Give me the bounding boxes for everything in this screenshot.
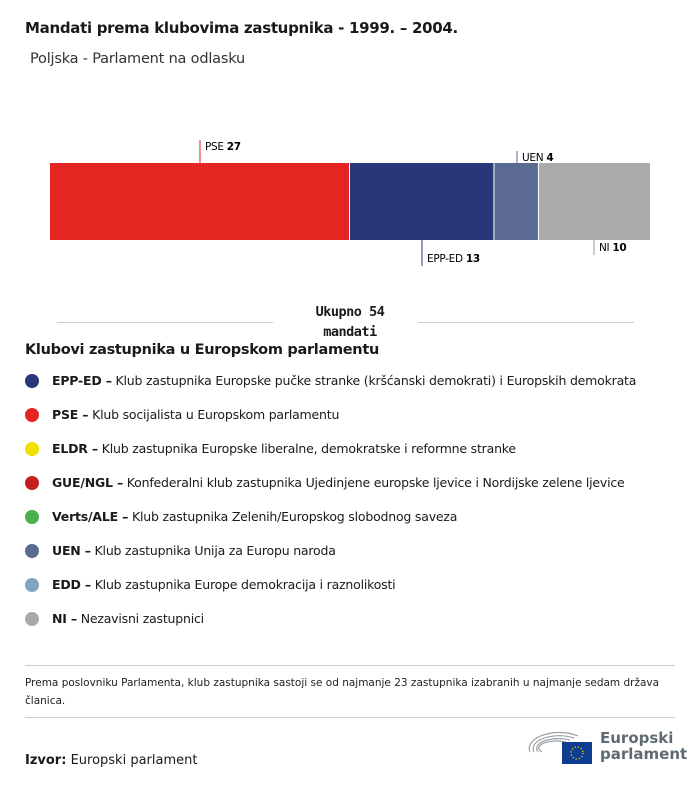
legend-abbr: EDD – — [52, 577, 91, 592]
logo-text-line1: Europski — [600, 729, 674, 747]
legend-item: Verts/ALE – Klub zastupnika Zelenih/Euro… — [25, 509, 457, 524]
legend-text: Klub zastupnika Unija za Europu naroda — [94, 543, 336, 558]
stacked-bar-chart: PSE 27 EPP-ED 13 UEN 4 NI 10 — [50, 140, 650, 266]
legend-text: Klub zastupnika Europske pučke stranke (… — [115, 373, 637, 388]
divider-left — [57, 322, 273, 323]
data-label-pse: PSE 27 — [205, 141, 241, 153]
divider-right — [418, 322, 634, 323]
legend-dot — [25, 475, 39, 490]
legend-abbr: GUE/NGL – — [52, 475, 124, 490]
source-label: Izvor: — [25, 753, 67, 768]
footnote: Prema poslovniku Parlamenta, klub zastup… — [25, 677, 660, 707]
legend-abbr: NI – — [52, 611, 77, 626]
bar-segment-ni — [538, 163, 650, 240]
data-label-uen: UEN 4 — [522, 152, 553, 164]
legend-abbr: UEN – — [52, 543, 91, 558]
legend-text: Klub zastupnika Europske liberalne, demo… — [101, 441, 516, 456]
legend-item: UEN – Klub zastupnika Unija za Europu na… — [25, 543, 336, 558]
divider — [25, 717, 675, 718]
total-seats-label: Ukupno 54 mandati — [315, 304, 385, 340]
legend-title: Klubovi zastupnika u Europskom parlament… — [25, 342, 379, 358]
chart-title: Mandati prema klubovima zastupnika - 199… — [25, 19, 458, 37]
legend-text: Nezavisni zastupnici — [80, 611, 204, 626]
legend-text: Klub zastupnika Europe demokracija i raz… — [94, 577, 396, 592]
legend-dot — [25, 543, 39, 558]
legend-text: Klub zastupnika Zelenih/Europskog slobod… — [131, 509, 458, 524]
legend-dot — [25, 407, 39, 422]
legend-dot — [25, 577, 39, 592]
bar-segment-epp-ed — [350, 163, 494, 240]
legend-item: NI – Nezavisni zastupnici — [25, 611, 204, 626]
legend-dot — [25, 441, 39, 456]
ep-logo: Europski parlament — [528, 728, 687, 764]
legend-abbr: Verts/ALE – — [52, 509, 129, 524]
legend-dot — [25, 373, 39, 388]
legend-dot — [25, 611, 39, 626]
legend-item: EPP-ED – Klub zastupnika Europske pučke … — [25, 373, 636, 388]
bar-segment-uen — [494, 163, 538, 240]
bar-segment-pse — [50, 163, 349, 240]
source: Izvor: Europski parlament — [25, 753, 197, 768]
hemicycle-flag-icon — [528, 731, 592, 764]
legend-abbr: EPP-ED – — [52, 373, 112, 388]
legend-text: Konfederalni klub zastupnika Ujedinjene … — [126, 475, 625, 490]
data-label-ni: NI 10 — [599, 242, 626, 254]
legend-dot — [25, 509, 39, 524]
legend-abbr: PSE – — [52, 407, 89, 422]
legend-abbr: ELDR – — [52, 441, 98, 456]
legend-item: PSE – Klub socijalista u Europskom parla… — [25, 407, 339, 422]
source-value: Europski parlament — [70, 753, 198, 768]
logo-text-line2: parlament — [600, 745, 688, 763]
data-label-epp-ed: EPP-ED 13 — [427, 253, 480, 265]
legend-item: EDD – Klub zastupnika Europe demokracija… — [25, 577, 396, 592]
legend-text: Klub socijalista u Europskom parlamentu — [92, 407, 340, 422]
chart-subtitle: Poljska - Parlament na odlasku — [30, 51, 245, 67]
legend-item: GUE/NGL – Konfederalni klub zastupnika U… — [25, 475, 625, 490]
divider — [25, 665, 675, 666]
legend-item: ELDR – Klub zastupnika Europske liberaln… — [25, 441, 516, 456]
